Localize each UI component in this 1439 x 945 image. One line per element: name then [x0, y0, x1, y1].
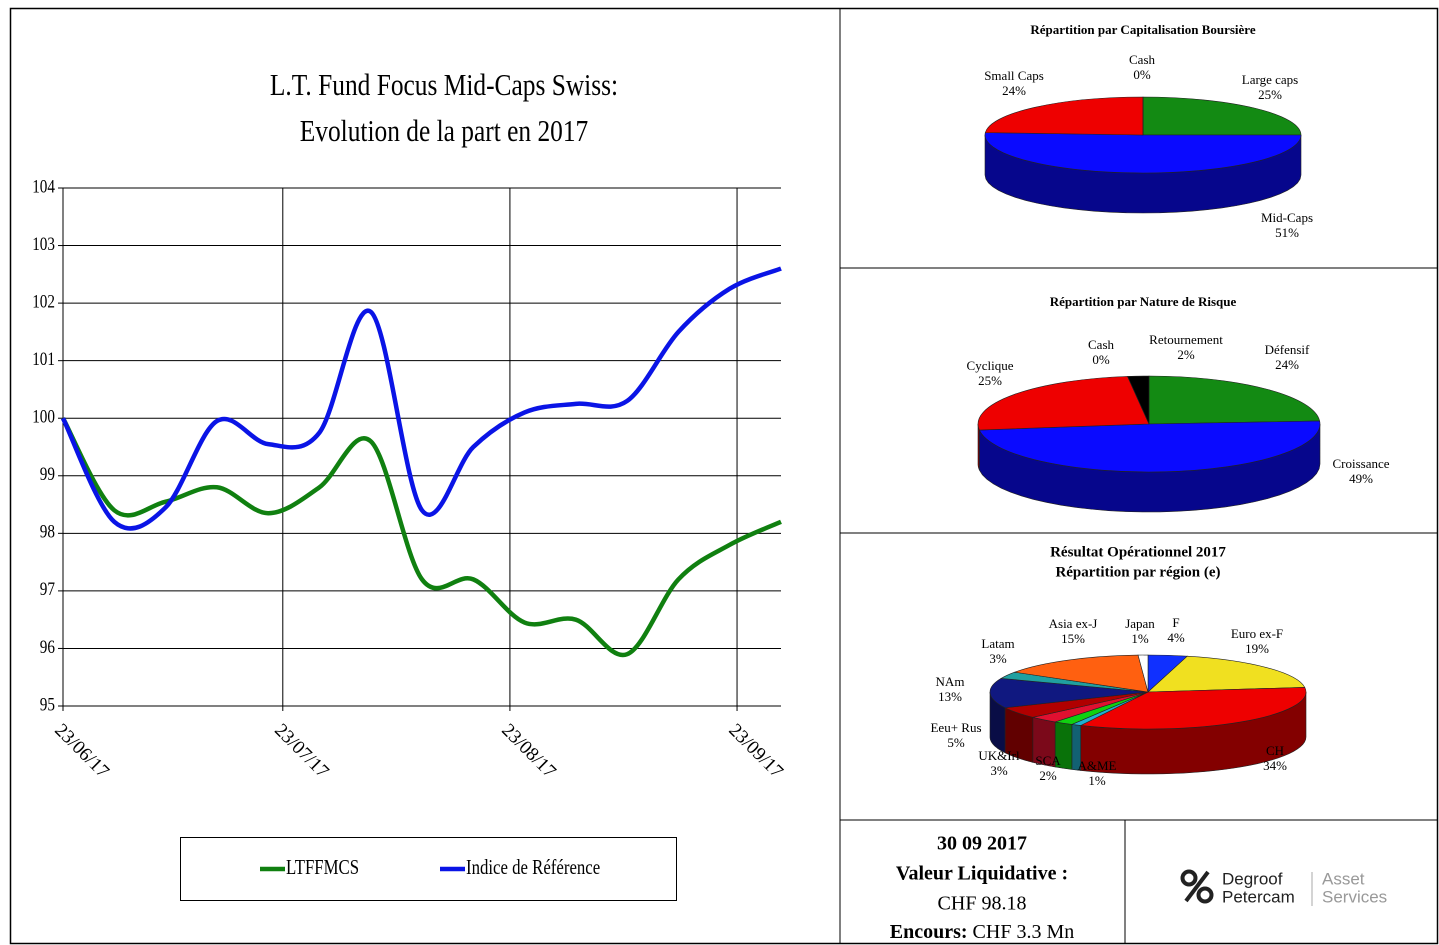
slice-label: Small Caps: [984, 68, 1044, 83]
chart-title: L.T. Fund Focus Mid-Caps Swiss:: [270, 69, 618, 103]
slice-value-label: 2%: [1177, 347, 1195, 362]
y-tick-label: 98: [40, 521, 55, 542]
slice-label: Retournement: [1149, 332, 1223, 347]
y-tick-label: 102: [32, 291, 55, 312]
logo-text: Petercam: [1222, 887, 1295, 906]
pie-slice: [977, 376, 1150, 431]
slice-label: Mid-Caps: [1261, 210, 1313, 225]
pie-slice-side: [977, 423, 980, 471]
slice-value-label: 24%: [1002, 83, 1026, 98]
pie-title: Répartition par Capitalisation Boursière: [1030, 22, 1255, 37]
x-tick-label: 23/06/17: [50, 720, 113, 783]
pie-title: Résultat Opérationnel 2017: [1050, 544, 1226, 560]
pie-slice: [1014, 654, 1149, 693]
slice-label: CH: [1266, 743, 1284, 758]
y-tick-label: 101: [32, 348, 55, 369]
slice-label: Cyclique: [967, 358, 1014, 373]
series-line: [60, 266, 782, 531]
x-tick-label: 23/08/17: [497, 720, 560, 783]
slice-label: A&ME: [1078, 758, 1117, 773]
pie-slice: [984, 132, 1302, 174]
pie-slice: [989, 678, 1149, 709]
logo-text: Degroof: [1222, 869, 1283, 888]
pie-slice: [984, 96, 1144, 136]
slice-value-label: 19%: [1245, 641, 1269, 656]
logo-icon: [1180, 869, 1198, 887]
info-date: 30 09 2017: [937, 833, 1027, 855]
slice-label: Croissance: [1332, 456, 1389, 471]
outer-frame: [9, 7, 1439, 945]
pie-subtitle: Répartition par région (e): [1055, 564, 1220, 580]
pie-slice: [1142, 96, 1302, 136]
slice-label: Large caps: [1242, 72, 1298, 87]
slice-value-label: 15%: [1061, 631, 1085, 646]
y-tick-label: 95: [40, 694, 55, 715]
slice-value-label: 25%: [978, 373, 1002, 388]
pie-slice: [1127, 375, 1150, 425]
logo-icon: [1196, 886, 1214, 904]
slice-label: Asia ex-J: [1049, 616, 1098, 631]
logo-text: Asset: [1322, 869, 1365, 888]
slice-label: Cash: [1129, 52, 1156, 67]
slice-label: UK&Irl: [978, 748, 1020, 763]
info-aum: Encours: CHF 3.3 Mn: [890, 921, 1075, 943]
x-tick-label: 23/07/17: [270, 720, 333, 783]
y-tick-label: 96: [40, 636, 56, 657]
slice-label: Eeu+ Rus: [930, 720, 981, 735]
slice-value-label: 0%: [1092, 352, 1110, 367]
slice-label: Défensif: [1265, 342, 1310, 357]
slice-value-label: 24%: [1275, 357, 1299, 372]
slice-value-label: 25%: [1258, 87, 1282, 102]
chart-subtitle: Evolution de la part en 2017: [300, 115, 589, 149]
series-line: [61, 417, 782, 658]
slice-value-label: 0%: [1133, 67, 1151, 82]
logo-icon: [1184, 870, 1210, 903]
pie-slice: [1147, 655, 1306, 693]
slice-value-label: 1%: [1088, 773, 1106, 788]
info-aum-label: Encours:: [890, 921, 968, 943]
slice-value-label: 34%: [1263, 758, 1287, 773]
y-tick-label: 99: [40, 464, 55, 485]
pie-slice: [978, 420, 1321, 473]
info-aum-value: CHF 3.3 Mn: [973, 921, 1075, 943]
pie-slice: [1148, 375, 1321, 425]
slice-value-label: 49%: [1349, 471, 1373, 486]
slice-value-label: 51%: [1275, 225, 1299, 240]
slice-value-label: 1%: [1131, 631, 1149, 646]
y-tick-label: 100: [32, 406, 55, 427]
slice-value-label: 3%: [989, 651, 1007, 666]
legend-label: Indice de Référence: [466, 856, 600, 879]
pie-title: Répartition par Nature de Risque: [1050, 294, 1237, 309]
x-tick-label: 23/09/17: [724, 720, 787, 783]
y-tick-label: 97: [40, 579, 56, 600]
y-tick-label: 103: [32, 233, 55, 254]
pie-slice: [1137, 654, 1149, 693]
slice-label: Japan: [1125, 616, 1155, 631]
slice-label: Euro ex-F: [1231, 626, 1283, 641]
logo-text: Services: [1322, 887, 1387, 906]
legend-label: LTFFMCS: [286, 856, 359, 879]
logo: Degroof Petercam Asset Services: [1180, 869, 1387, 906]
info-nav-label: Valeur Liquidative :: [896, 863, 1068, 885]
slice-label: SCA: [1035, 753, 1061, 768]
slice-value-label: 5%: [947, 735, 965, 750]
slice-label: Cash: [1088, 337, 1115, 352]
slice-label: Latam: [981, 636, 1014, 651]
slice-value-label: 4%: [1167, 630, 1185, 645]
slice-label: NAm: [936, 674, 965, 689]
y-tick-label: 104: [32, 176, 55, 197]
slice-value-label: 13%: [938, 689, 962, 704]
slice-value-label: 3%: [990, 763, 1008, 778]
slice-label: F: [1172, 615, 1179, 630]
legend-box: [180, 837, 677, 901]
info-nav-value: CHF 98.18: [938, 893, 1027, 915]
slice-value-label: 2%: [1039, 768, 1057, 783]
